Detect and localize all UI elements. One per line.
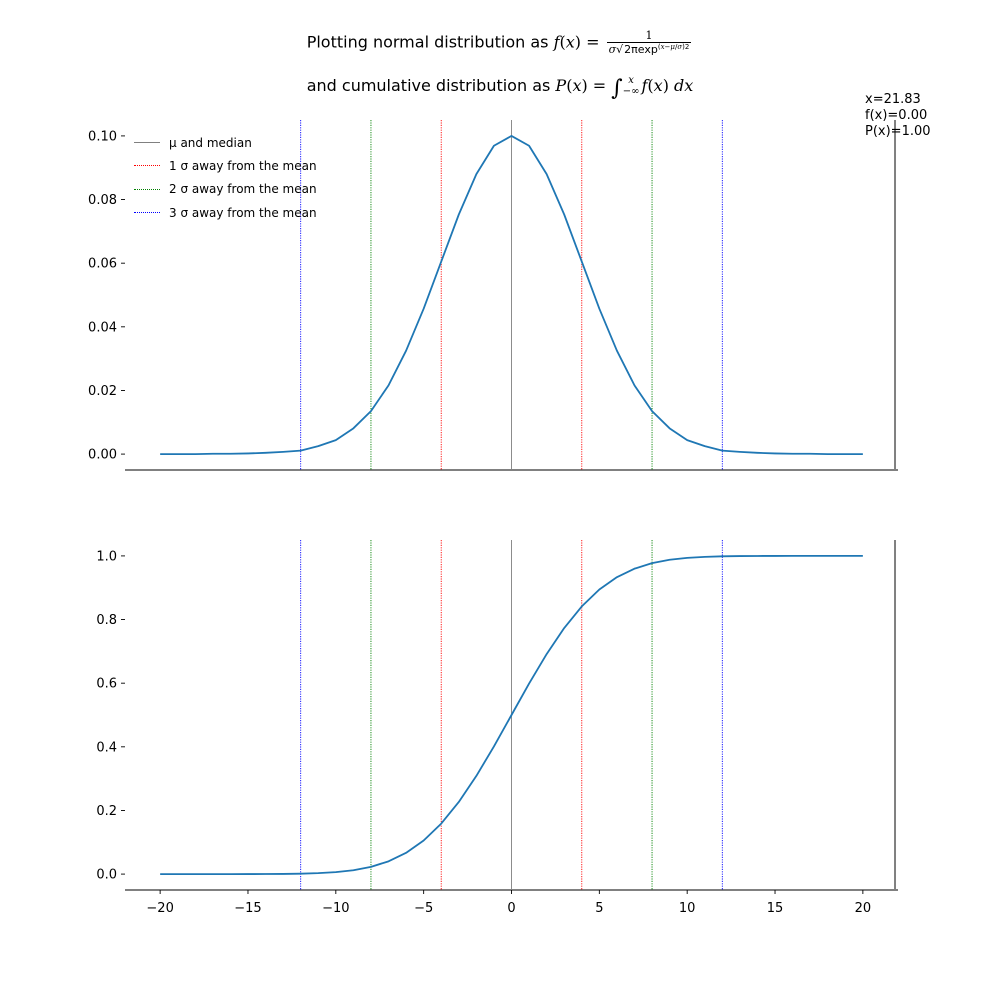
cdf-x-tick-label: 15 [767, 901, 784, 916]
pdf-formula-args: ( [559, 32, 566, 52]
pdf-y-tick-label: 0.04 [88, 320, 117, 335]
chart-title-line-1: Plotting normal distribution as f(x) = 1… [0, 29, 1000, 57]
pdf-y-tick-label: 0.02 [88, 384, 117, 399]
cdf-y-tick-label: 0.2 [96, 804, 117, 819]
legend-entry-sigma3: 3 σ away from the mean [134, 201, 317, 224]
pdf-curve [160, 135, 863, 455]
pdf-y-tick-label: 0.00 [88, 448, 117, 463]
cdf-dx: dx [668, 76, 694, 95]
pdf-fraction-denominator: σ√2πexp(x−μ/σ)2 [606, 42, 692, 57]
cdf-formula-open: ( [566, 76, 573, 95]
pdf-fraction-numerator: 1 [645, 29, 653, 42]
pdf-formula: f [553, 32, 560, 52]
cdf-integrand-var: x [653, 76, 663, 95]
cdf-y-tick-label: 1.0 [96, 549, 117, 564]
cdf-x-tick-label: −15 [234, 901, 261, 916]
legend-swatch-sigma2 [134, 188, 160, 190]
legend-label-sigma2: 2 σ away from the mean [169, 182, 317, 197]
cdf-y-tick-label: 0.6 [96, 677, 117, 692]
cdf-integrand-args: ( [647, 76, 654, 95]
pdf-panel: 0.00 0.02 0.04 0.06 0.08 0.10 [88, 120, 898, 471]
legend-swatch-sigma1 [134, 165, 160, 167]
legend-label-sigma1: 1 σ away from the mean [169, 158, 317, 173]
legend-entry-sigma1: 1 σ away from the mean [134, 154, 317, 177]
chart-title-line-2: and cumulative distribution as P(x) = ∫ x… [0, 75, 1000, 101]
cdf-x-tick-label: 5 [595, 901, 603, 916]
integral-limits: x −∞ [622, 75, 640, 97]
chart-title-prefix-2: and cumulative distribution as [306, 76, 551, 95]
legend-entry-sigma2: 2 σ away from the mean [134, 178, 317, 201]
cdf-y-tick-label: 0.8 [96, 613, 117, 628]
legend: μ and median 1 σ away from the mean 2 σ … [134, 131, 317, 224]
cdf-y-tick-label: 0.4 [96, 740, 117, 755]
legend-label-sigma3: 3 σ away from the mean [169, 205, 317, 220]
cdf-formula-var: x [572, 76, 582, 95]
cdf-integrand-close: ) [662, 76, 669, 95]
readout-fx: f(x)=0.00 [865, 108, 928, 123]
cdf-x-tick-label: 20 [855, 901, 872, 916]
cdf-y-tick-label: 0.0 [96, 868, 117, 883]
legend-swatch-mean [134, 142, 160, 144]
pdf-formula-var: x [565, 32, 575, 52]
pdf-formula-eq: ) = [574, 32, 605, 52]
cdf-x-tick-label: 10 [679, 901, 696, 916]
cdf-curve [160, 555, 863, 875]
cdf-formula-eq: ) = [581, 76, 612, 95]
cdf-x-tick-label: 0 [507, 901, 515, 916]
readout-x: x=21.83 [865, 92, 921, 107]
cdf-x-tick-label: −5 [414, 901, 433, 916]
pdf-fraction: 1 σ√2πexp(x−μ/σ)2 [606, 29, 692, 57]
legend-entry-mean: μ and median [134, 131, 317, 154]
pdf-y-tick-label: 0.08 [88, 193, 117, 208]
readout-px: P(x)=1.00 [865, 124, 931, 139]
cdf-formula: P [555, 76, 567, 95]
integral-sign: ∫ [611, 76, 623, 101]
cdf-panel: 0.0 0.2 0.4 0.6 0.8 1.0 −20 −15 −10 −5 0 5 10 15 20 [96, 540, 898, 916]
legend-label-mean: μ and median [169, 135, 252, 150]
pdf-y-tick-label: 0.10 [88, 129, 117, 144]
chart-title-prefix-1: Plotting normal distribution as [306, 32, 549, 52]
cdf-x-tick-label: −20 [146, 901, 173, 916]
cursor-readout: x=21.83 f(x)=0.00 P(x)=1.00 [865, 92, 931, 140]
pdf-y-tick-label: 0.06 [88, 257, 117, 272]
cdf-integrand: f [641, 76, 648, 95]
legend-swatch-sigma3 [134, 212, 160, 214]
cdf-x-tick-label: −10 [322, 901, 349, 916]
